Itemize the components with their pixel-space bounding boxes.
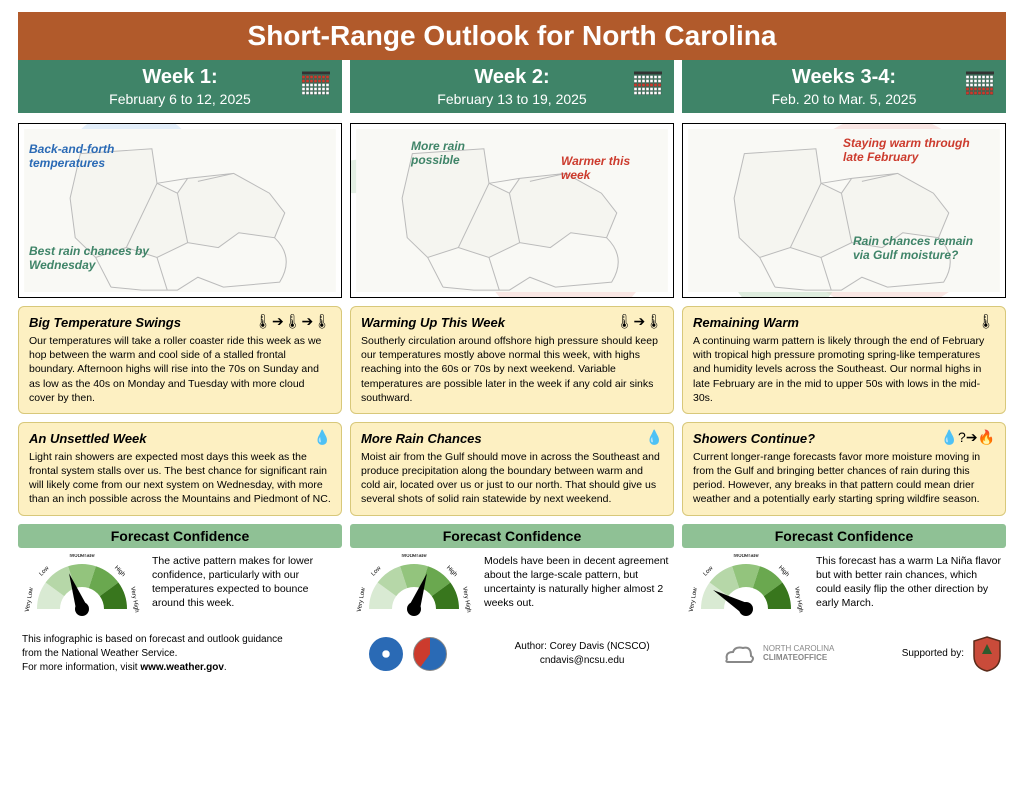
svg-text:Moderate: Moderate [733, 554, 759, 559]
supported-label: Supported by: [902, 648, 964, 659]
forecast-map: H More rain possibleWarmer this week [350, 123, 674, 298]
confidence-gauge: Very Low Low Moderate HighVery High [686, 554, 806, 621]
confidence-text: The active pattern makes for lower confi… [152, 554, 338, 611]
confidence-row: Very Low Low Moderate HighVery High Models … [350, 552, 674, 623]
nws-logos [369, 637, 447, 671]
week-header: Week 1: February 6 to 12, 2025 [18, 60, 342, 113]
week-title: Week 1: [22, 66, 338, 89]
confidence-text: Models have been in decent agreement abo… [484, 554, 670, 611]
nws-logo-icon [413, 637, 447, 671]
temp-title: Remaining Warm [693, 315, 995, 330]
calendar-icon [634, 71, 666, 97]
svg-text:Very Low: Very Low [357, 586, 367, 612]
week-dates: February 6 to 12, 2025 [22, 91, 338, 107]
calendar-icon [966, 71, 998, 97]
precip-text: Light rain showers are expected most day… [29, 450, 331, 507]
forecast-map: Staying warm through late FebruaryRain c… [682, 123, 1006, 298]
confidence-text: This forecast has a warm La Niña flavor … [816, 554, 1002, 611]
precipitation-box: 💧 More Rain Chances Moist air from the G… [350, 422, 674, 516]
precip-icons: 💧?➔🔥 [941, 429, 995, 446]
svg-text:Very Low: Very Low [25, 586, 35, 612]
precipitation-box: 💧?➔🔥 Showers Continue? Current longer-ra… [682, 422, 1006, 516]
precipitation-box: 💧 An Unsettled Week Light rain showers a… [18, 422, 342, 516]
footer-disclaimer: This infographic is based on forecast an… [22, 633, 302, 675]
svg-text:Very Low: Very Low [689, 586, 699, 612]
confidence-gauge: Very Low Low Moderate HighVery High [22, 554, 142, 621]
page-title: Short-Range Outlook for North Carolina [18, 12, 1006, 60]
cloud-icon [717, 640, 757, 668]
confidence-row: Very Low Low Moderate HighVery High This fo… [682, 552, 1006, 623]
week-dates: Feb. 20 to Mar. 5, 2025 [686, 91, 1002, 107]
svg-text:High: High [777, 565, 790, 578]
confidence-label: Forecast Confidence [682, 524, 1006, 548]
svg-text:Moderate: Moderate [69, 554, 95, 559]
svg-text:Low: Low [39, 565, 51, 577]
temp-text: Southerly circulation around offshore hi… [361, 334, 663, 405]
svg-text:Very High: Very High [129, 586, 139, 613]
svg-text:Low: Low [703, 565, 715, 577]
week-column-2: Week 2: February 13 to 19, 2025 H More r… [350, 60, 674, 623]
author-email: cndavis@ncsu.edu [515, 654, 650, 668]
ncfs-shield-icon [972, 636, 1002, 672]
svg-text:Very High: Very High [793, 586, 803, 613]
confidence-gauge: Very Low Low Moderate HighVery High [354, 554, 474, 621]
temp-text: A continuing warm pattern is likely thro… [693, 334, 995, 405]
climate-office-logo: NORTH CAROLINA CLIMATEOFFICE [717, 640, 834, 668]
climate-office-text-2: CLIMATEOFFICE [763, 654, 834, 663]
temperature-box: 🌡 Remaining Warm A continuing warm patte… [682, 306, 1006, 414]
precip-icons: 💧 [314, 429, 331, 446]
confidence-label: Forecast Confidence [350, 524, 674, 548]
week-header: Weeks 3-4: Feb. 20 to Mar. 5, 2025 [682, 60, 1006, 113]
precip-text: Current longer-range forecasts favor mor… [693, 450, 995, 507]
forecast-map: Back-and-forth temperaturesBest rain cha… [18, 123, 342, 298]
week-dates: February 13 to 19, 2025 [354, 91, 670, 107]
noaa-logo-icon [369, 637, 403, 671]
svg-text:Very High: Very High [461, 586, 471, 613]
week-title: Weeks 3-4: [686, 66, 1002, 89]
week-header: Week 2: February 13 to 19, 2025 [350, 60, 674, 113]
temperature-box: 🌡➔🌡 Warming Up This Week Southerly circu… [350, 306, 674, 414]
precip-text: Moist air from the Gulf should move in a… [361, 450, 663, 507]
week-column-1: Week 1: February 6 to 12, 2025 Back-and-… [18, 60, 342, 623]
temp-text: Our temperatures will take a roller coas… [29, 334, 331, 405]
precip-title: More Rain Chances [361, 431, 663, 446]
temperature-box: 🌡➔🌡➔🌡 Big Temperature Swings Our tempera… [18, 306, 342, 414]
confidence-label: Forecast Confidence [18, 524, 342, 548]
author-block: Author: Corey Davis (NCSCO) cndavis@ncsu… [515, 640, 650, 668]
week-title: Week 2: [354, 66, 670, 89]
svg-text:Moderate: Moderate [401, 554, 427, 559]
disclaimer-line-1: This infographic is based on forecast an… [22, 633, 302, 661]
precip-title: An Unsettled Week [29, 431, 331, 446]
temp-icons: 🌡➔🌡➔🌡 [254, 313, 331, 330]
footer: This infographic is based on forecast an… [18, 633, 1006, 675]
svg-text:Low: Low [371, 565, 383, 577]
temp-icons: 🌡➔🌡 [616, 313, 663, 330]
svg-text:High: High [113, 565, 126, 578]
precip-icons: 💧 [646, 429, 663, 446]
svg-text:High: High [445, 565, 458, 578]
temp-icons: 🌡 [977, 313, 995, 330]
confidence-row: Very Low Low Moderate HighVery High The act… [18, 552, 342, 623]
disclaimer-line-2: For more information, visit www.weather.… [22, 661, 302, 675]
supported-block: Supported by: [902, 636, 1002, 672]
author-name: Author: Corey Davis (NCSCO) [515, 640, 650, 654]
week-column-3: Weeks 3-4: Feb. 20 to Mar. 5, 2025 Stayi… [682, 60, 1006, 623]
weeks-columns: Week 1: February 6 to 12, 2025 Back-and-… [18, 60, 1006, 623]
calendar-icon [302, 71, 334, 97]
